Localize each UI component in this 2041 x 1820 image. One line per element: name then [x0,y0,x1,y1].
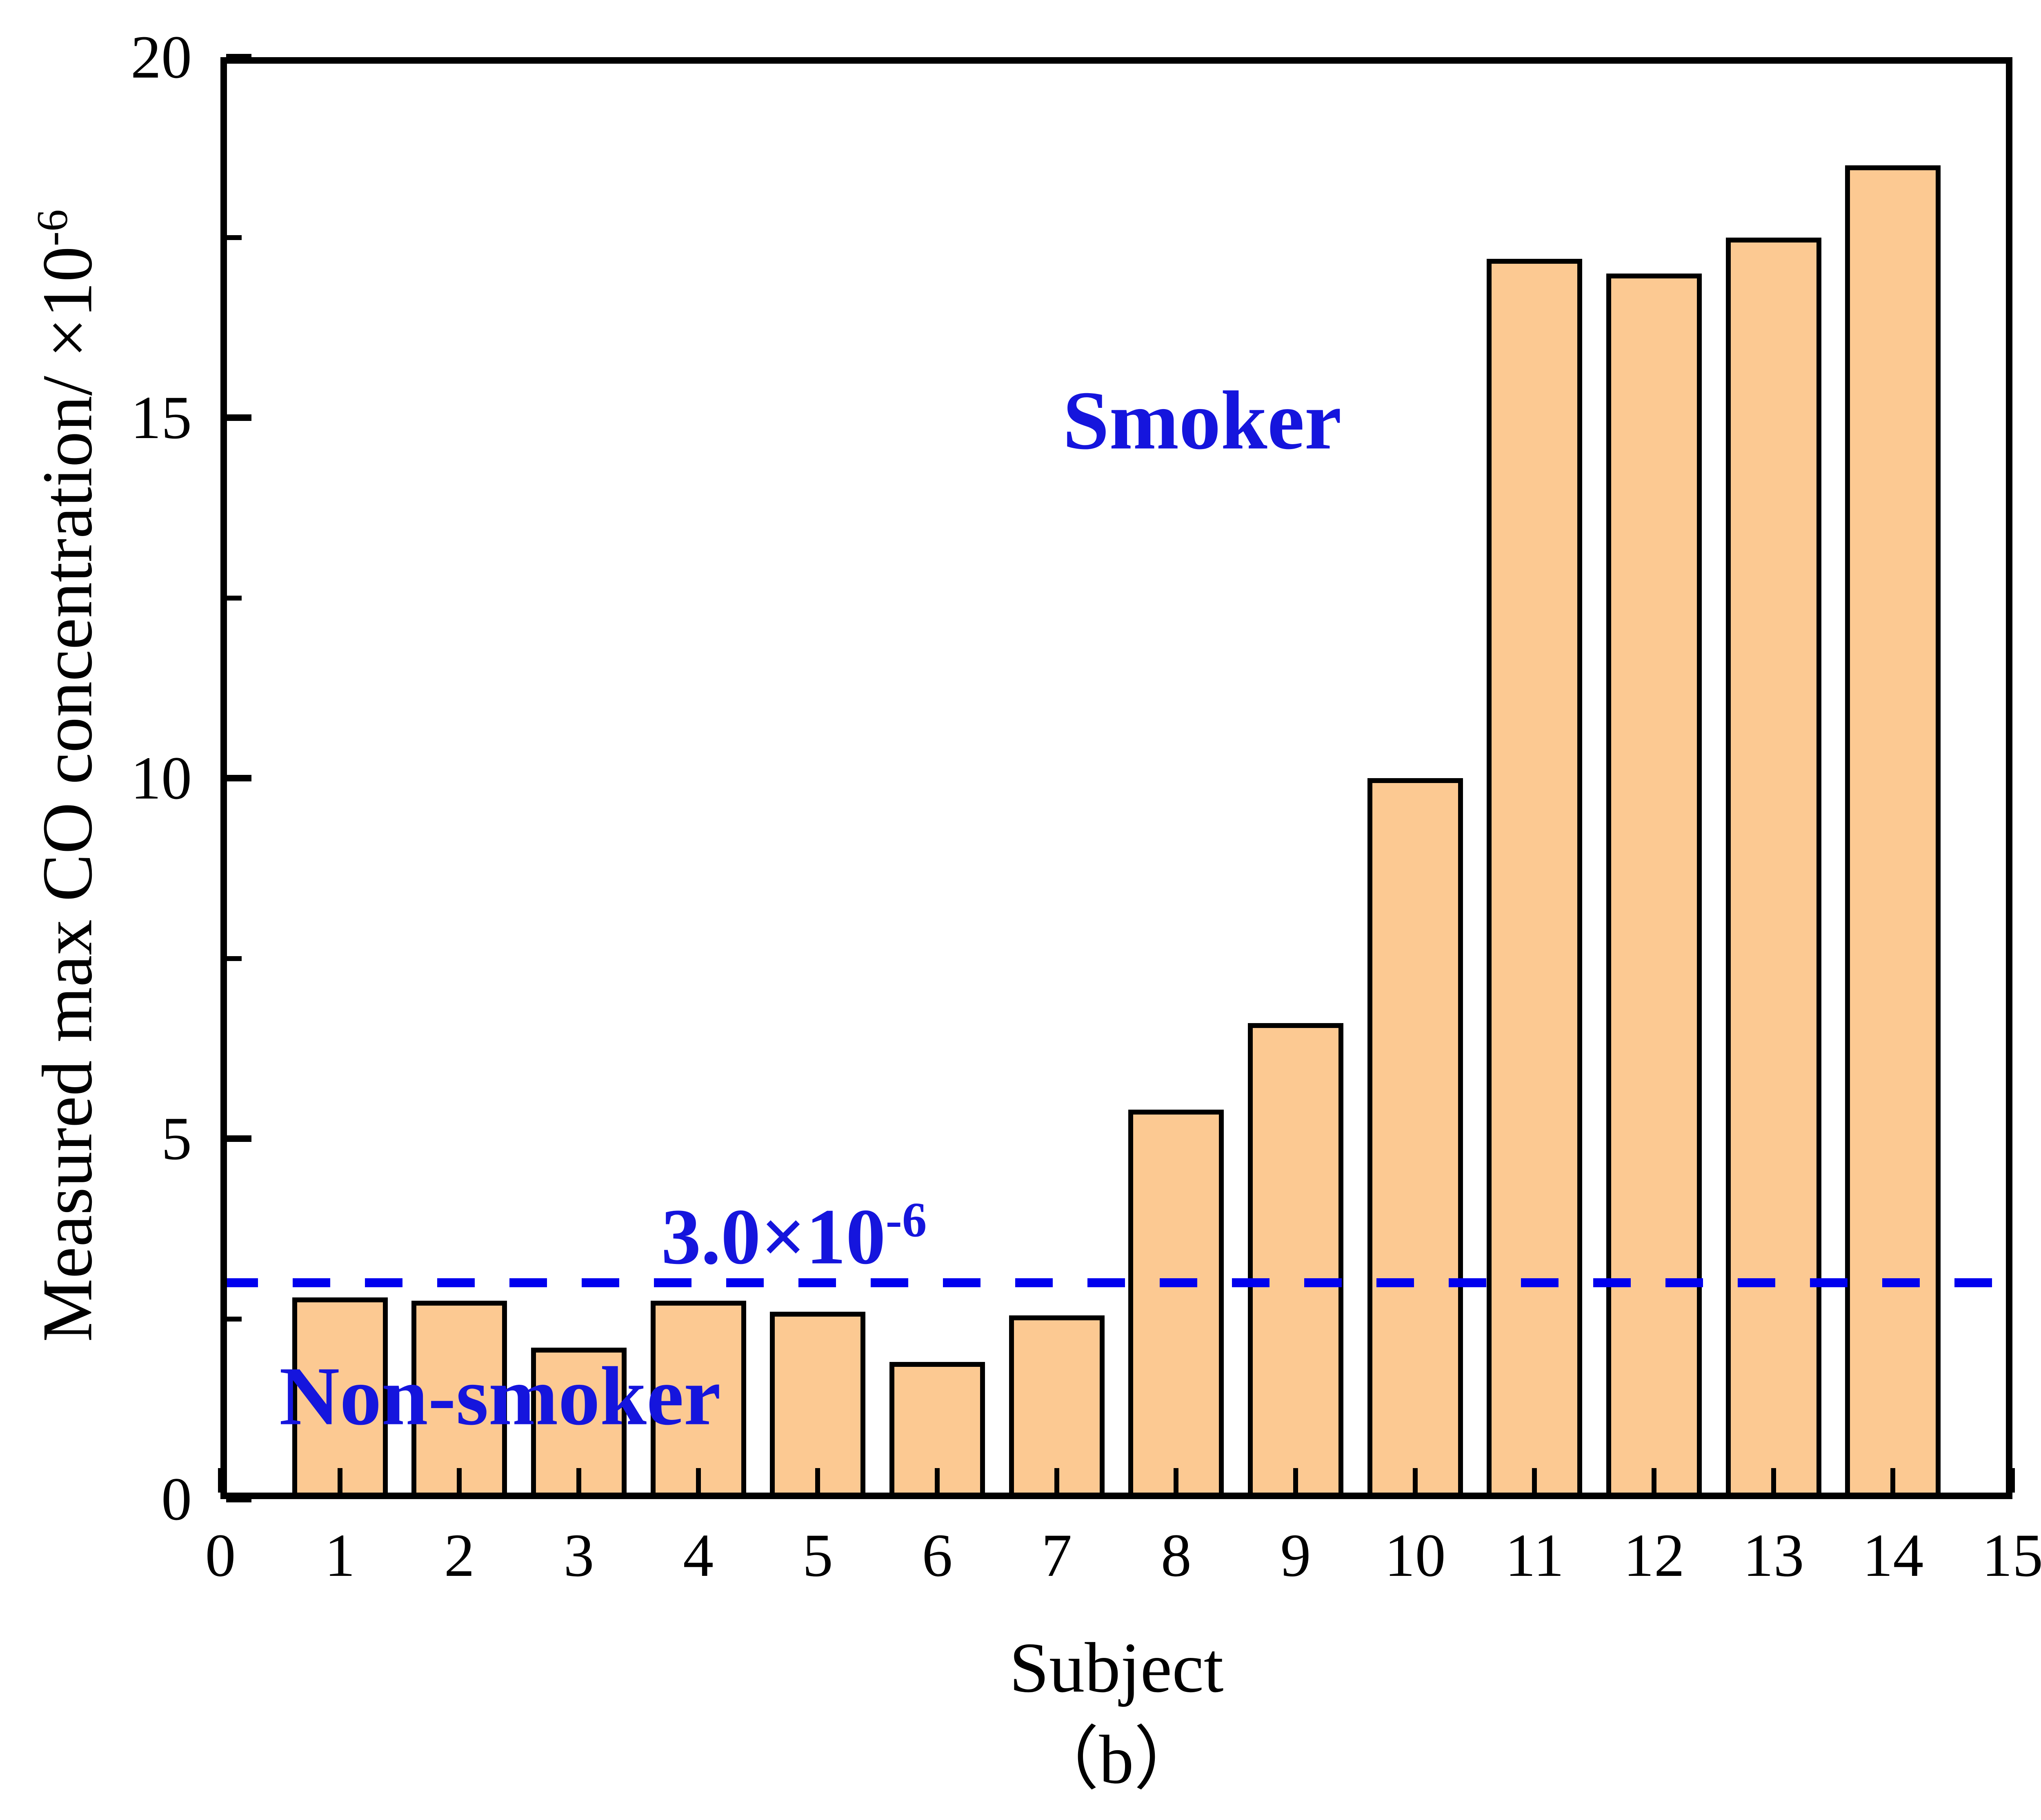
bar-subject-2 [411,1301,507,1499]
x-tick-label-1: 1 [325,1522,356,1589]
x-tick-1 [337,1468,342,1493]
y-axis-title-exponent: -6 [28,209,77,247]
y-minor-tick-7.5 [226,956,242,961]
x-tick-label-8: 8 [1161,1522,1192,1589]
x-tick-5 [815,1468,820,1493]
bar-subject-8 [1128,1110,1224,1499]
x-tick-6 [935,1468,940,1493]
x-axis-title: Subject [1009,1628,1224,1707]
annotation-non-smoker: Non-smoker [279,1350,721,1443]
x-tick-12 [1652,1468,1656,1493]
x-tick-label-2: 2 [444,1522,475,1589]
annotation-smoker: Smoker [1063,374,1342,467]
bar-subject-10 [1367,778,1463,1499]
y-tick-5 [226,1135,251,1142]
threshold-value-exponent: -6 [885,1193,927,1248]
x-tick-8 [1174,1468,1179,1493]
x-tick-13 [1771,1468,1776,1493]
y-tick-label-10: 10 [131,744,192,812]
bar-subject-12 [1606,273,1702,1499]
x-tick-15 [2010,1468,2015,1493]
x-tick-label-0: 0 [205,1522,236,1589]
y-tick-10 [226,775,251,781]
threshold-value-text: 3.0×10 [661,1193,886,1281]
x-tick-4 [696,1468,701,1493]
x-tick-label-14: 14 [1862,1522,1924,1589]
x-tick-10 [1412,1468,1418,1493]
x-tick-label-3: 3 [563,1522,594,1589]
bar-subject-13 [1725,237,1821,1499]
x-tick-11 [1532,1468,1537,1493]
x-tick-label-4: 4 [683,1522,714,1589]
x-tick-0 [218,1468,223,1493]
x-tick-label-11: 11 [1505,1522,1564,1589]
y-tick-label-0: 0 [161,1465,192,1533]
x-tick-7 [1054,1468,1059,1493]
x-tick-label-10: 10 [1384,1522,1446,1589]
y-minor-tick-12.5 [226,595,242,601]
y-tick-0 [226,1496,251,1502]
x-tick-14 [1890,1468,1896,1493]
bar-subject-1 [292,1297,388,1499]
x-tick-9 [1293,1468,1298,1493]
annotation-threshold-value: 3.0×10-6 [661,1195,927,1277]
x-tick-label-13: 13 [1743,1522,1804,1589]
bar-subject-14 [1845,165,1941,1499]
y-tick-20 [226,54,251,60]
x-tick-label-5: 5 [802,1522,833,1589]
x-tick-label-7: 7 [1041,1522,1072,1589]
y-tick-15 [226,414,251,421]
x-tick-3 [576,1468,581,1493]
bar-subject-11 [1487,259,1583,1499]
threshold-dashed-line [220,1278,2012,1288]
y-minor-tick-17.5 [226,235,242,240]
x-tick-label-15: 15 [1982,1522,2041,1589]
x-tick-2 [457,1468,462,1493]
y-tick-label-5: 5 [161,1105,192,1173]
x-tick-label-9: 9 [1280,1522,1311,1589]
y-minor-tick-2.5 [226,1316,242,1322]
y-tick-label-15: 15 [131,384,192,452]
y-tick-label-20: 20 [131,23,192,91]
x-tick-label-12: 12 [1623,1522,1685,1589]
figure-caption: （b） [1029,1721,1203,1798]
x-tick-label-6: 6 [922,1522,953,1589]
bar-subject-9 [1248,1023,1343,1499]
